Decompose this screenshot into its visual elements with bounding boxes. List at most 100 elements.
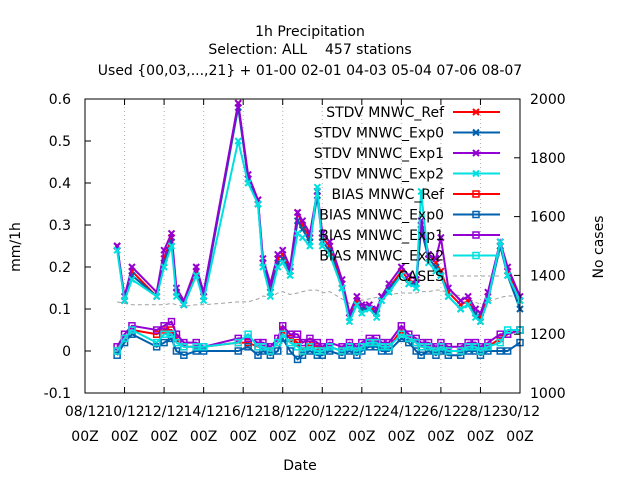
- data-point-stdv-mnwc-exp2: [456, 305, 465, 313]
- data-point-bias-mnwc-exp0: [484, 347, 492, 355]
- data-point-bias-mnwc-exp0: [259, 347, 267, 355]
- data-point-bias-mnwc-exp1: [259, 338, 267, 347]
- x-tick-label: 26/12: [421, 404, 461, 420]
- data-point-bias-mnwc-exp2: [113, 347, 121, 355]
- data-point-stdv-mnwc-exp2: [417, 187, 425, 196]
- data-point-bias-mnwc-exp2: [417, 343, 425, 351]
- data-point-bias-mnwc-exp0: [432, 351, 440, 359]
- data-point-bias-mnwc-exp1: [286, 330, 294, 338]
- legend-marker-bias-mnwc-exp2: [472, 251, 480, 260]
- data-point-stdv-mnwc-exp2: [180, 301, 188, 309]
- data-point-stdv-mnwc-exp1: [464, 292, 472, 301]
- data-point-bias-mnwc-exp2: [476, 347, 485, 355]
- data-point-stdv-mnwc-exp1: [128, 263, 136, 271]
- x-tick-label: 10/12: [104, 404, 144, 420]
- data-point-bias-mnwc-exp2: [471, 343, 480, 351]
- data-point-bias-mnwc-ref: [160, 326, 168, 334]
- chart-title: 1h Precipitation: [255, 24, 365, 40]
- y2-tick-label: 2000: [530, 92, 566, 108]
- data-point-bias-mnwc-exp0: [325, 347, 334, 355]
- data-point-stdv-mnwc-exp2: [286, 271, 294, 280]
- legend-marker-bias-mnwc-exp0: [472, 210, 480, 219]
- data-point-stdv-mnwc-exp1: [432, 254, 440, 263]
- x-tick-label: 00Z: [506, 429, 533, 445]
- data-point-stdv-mnwc-exp2: [397, 271, 406, 280]
- data-point-bias-mnwc-exp0: [338, 351, 346, 359]
- data-point-bias-mnwc-exp0: [113, 351, 121, 359]
- data-point-bias-mnwc-exp0: [286, 347, 294, 355]
- data-point-bias-mnwc-exp0: [160, 338, 168, 347]
- data-point-stdv-mnwc-exp2: [405, 280, 413, 288]
- data-point-bias-mnwc-exp1: [412, 334, 420, 343]
- data-point-stdv-mnwc-exp2: [412, 284, 420, 292]
- data-point-stdv-mnwc-exp2: [496, 238, 504, 246]
- data-point-stdv-mnwc-exp2: [345, 317, 354, 326]
- x-tick-label: 14/12: [183, 404, 223, 420]
- legend-marker-stdv-mnwc-exp1: [472, 149, 480, 157]
- x-tick-label: 20/12: [302, 404, 342, 420]
- y-tick-label: 0.4: [49, 176, 71, 192]
- data-point-bias-mnwc-exp2: [234, 338, 242, 347]
- data-point-stdv-mnwc-exp2: [338, 284, 346, 292]
- x-tick-label: 00Z: [427, 429, 454, 445]
- data-point-bias-mnwc-exp0: [318, 351, 327, 359]
- data-point-bias-mnwc-exp2: [412, 338, 420, 347]
- data-point-stdv-mnwc-exp2: [259, 263, 267, 271]
- data-point-bias-mnwc-exp0: [444, 351, 453, 359]
- data-point-bias-mnwc-exp1: [365, 334, 373, 343]
- data-point-stdv-mnwc-exp2: [306, 242, 314, 250]
- x-tick-label: 00Z: [111, 429, 138, 445]
- data-point-bias-mnwc-ref: [306, 338, 314, 347]
- data-point-stdv-mnwc-exp1: [192, 263, 200, 271]
- x-tick-label: 00Z: [388, 429, 415, 445]
- x-tick-label: 30/12: [500, 404, 540, 420]
- data-point-bias-mnwc-exp2: [385, 343, 393, 351]
- legend-label-cases: CASES: [398, 269, 444, 285]
- data-point-bias-mnwc-exp1: [456, 343, 465, 351]
- data-point-stdv-mnwc-exp1: [456, 296, 465, 305]
- data-point-bias-mnwc-exp2: [160, 330, 168, 338]
- data-point-bias-mnwc-exp2: [325, 343, 334, 351]
- y-tick-label: 0.6: [49, 92, 71, 108]
- data-point-bias-mnwc-exp2: [244, 330, 252, 338]
- data-point-bias-mnwc-exp2: [278, 330, 287, 338]
- data-point-stdv-mnwc-exp2: [279, 259, 287, 267]
- y2-tick-label: 1200: [530, 327, 566, 343]
- data-point-bias-mnwc-exp0: [254, 351, 262, 359]
- data-point-bias-mnwc-exp1: [313, 338, 322, 347]
- data-point-bias-mnwc-exp1: [172, 330, 181, 338]
- data-point-bias-mnwc-exp2: [259, 343, 267, 351]
- data-point-stdv-mnwc-exp1: [293, 208, 302, 217]
- data-point-bias-mnwc-exp0: [298, 351, 307, 359]
- legend-marker-bias-mnwc-ref: [472, 190, 480, 198]
- y2-axis-label: No cases: [591, 216, 607, 279]
- data-point-bias-mnwc-exp0: [266, 351, 275, 359]
- data-point-bias-mnwc-exp0: [293, 355, 302, 364]
- data-point-bias-mnwc-exp2: [192, 343, 200, 351]
- data-point-bias-mnwc-exp2: [365, 338, 373, 347]
- data-point-bias-mnwc-exp2: [353, 347, 361, 355]
- data-point-bias-mnwc-exp0: [412, 347, 420, 355]
- y2-tick-label: 1600: [530, 210, 566, 226]
- x-tick-label: 00Z: [71, 429, 98, 445]
- data-point-stdv-mnwc-exp1: [353, 292, 361, 301]
- data-point-bias-mnwc-exp0: [180, 351, 188, 359]
- data-point-bias-mnwc-exp2: [432, 347, 440, 355]
- data-point-bias-mnwc-exp1: [397, 322, 406, 330]
- data-point-bias-mnwc-exp2: [318, 347, 327, 355]
- plot-frame: [84, 98, 521, 394]
- data-point-bias-mnwc-exp1: [405, 330, 413, 338]
- x-tick-label: 24/12: [381, 404, 421, 420]
- data-point-bias-mnwc-exp1: [358, 338, 366, 347]
- data-point-bias-mnwc-exp0: [192, 347, 200, 355]
- data-point-stdv-mnwc-exp2: [266, 292, 275, 301]
- y2-tick-label: 1800: [530, 151, 566, 167]
- data-point-bias-mnwc-exp2: [306, 343, 314, 351]
- series-line-bias-mnwc-exp2: [116, 328, 520, 353]
- data-point-bias-mnwc-exp0: [496, 347, 504, 355]
- data-point-stdv-mnwc-exp2: [120, 296, 129, 305]
- data-point-stdv-mnwc-exp1: [298, 217, 307, 225]
- legend-label-stdv-mnwc-exp0: STDV MNWC_Exp0: [314, 126, 444, 142]
- data-point-bias-mnwc-exp2: [444, 347, 453, 355]
